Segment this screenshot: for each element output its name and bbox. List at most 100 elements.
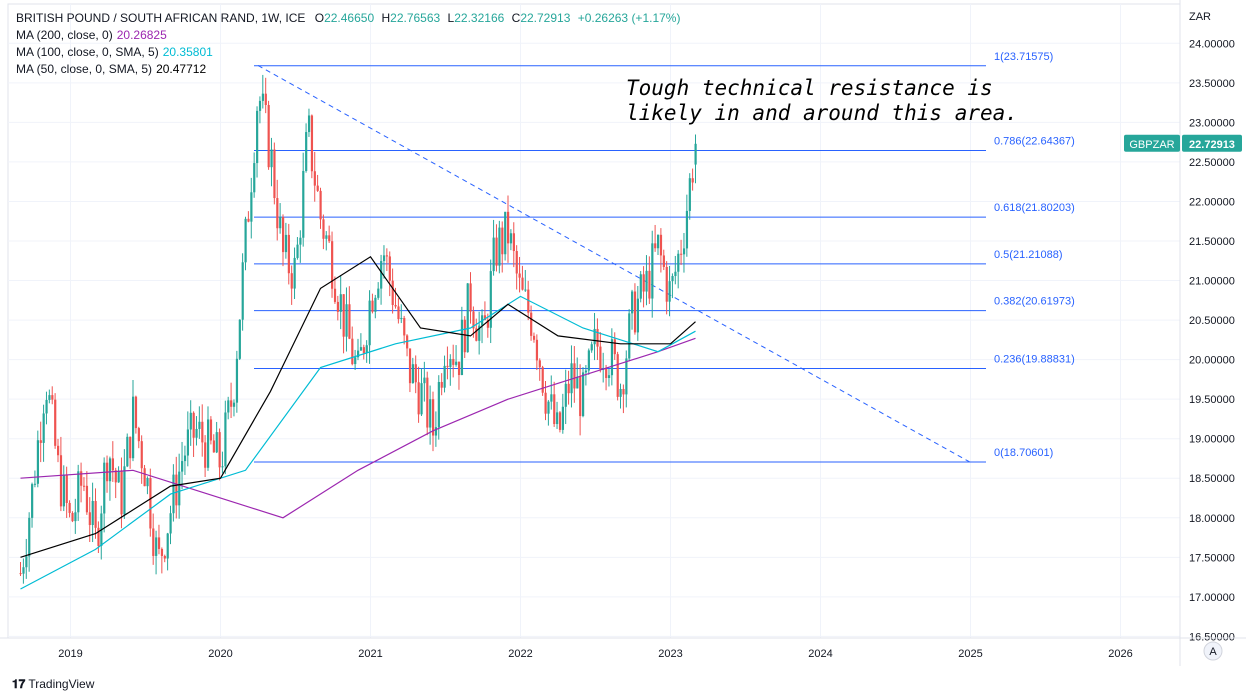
candle-body <box>590 344 593 351</box>
fib-level-label: 0.786(22.64367) <box>994 136 1075 148</box>
candle-body <box>258 100 262 111</box>
y-tick-label: 18.50000 <box>1189 473 1235 485</box>
candle-body <box>382 255 386 262</box>
y-tick-label: 19.00000 <box>1189 434 1235 446</box>
candle-body <box>221 466 224 468</box>
candle-body <box>132 396 135 459</box>
candle-body <box>607 375 611 379</box>
candle-body <box>365 345 368 354</box>
candle-body <box>218 432 221 468</box>
auto-scale-label: A <box>1209 646 1217 658</box>
ma100-legend[interactable]: MA (100, close, 0, SMA, 5) 20.35801 <box>16 45 213 59</box>
candle-body <box>495 237 498 266</box>
candle-body <box>143 468 146 487</box>
candle-body <box>457 361 461 376</box>
candle-body <box>39 440 42 443</box>
candle-body <box>224 412 227 467</box>
candle-body <box>296 244 299 258</box>
candle-body <box>293 257 296 289</box>
candle-body <box>181 461 184 472</box>
candle-body <box>310 115 314 172</box>
candle-body <box>339 294 342 312</box>
candle-body <box>547 401 550 414</box>
candle-body <box>567 383 570 394</box>
auto-scale-button <box>1203 641 1223 661</box>
candle-body <box>541 367 544 393</box>
candle-body <box>452 358 455 365</box>
y-tick-label: 21.50000 <box>1189 236 1235 248</box>
candle-body <box>155 537 158 556</box>
candle-body <box>544 392 547 414</box>
candle-body <box>584 370 588 373</box>
candle-body <box>302 170 305 238</box>
candle-body <box>166 533 169 559</box>
candle-body <box>22 567 25 574</box>
candle-body <box>146 478 149 487</box>
candle-body <box>619 388 622 397</box>
trend-line[interactable] <box>257 65 971 463</box>
y-tick-label: 22.50000 <box>1189 157 1235 169</box>
candle-body <box>605 368 608 379</box>
fib-level-label: 1(23.71575) <box>994 51 1053 63</box>
ma50-legend[interactable]: MA (50, close, 0, SMA, 5) 20.47712 <box>16 62 207 76</box>
candle-body <box>201 421 204 443</box>
candle-body <box>287 234 290 274</box>
candle-body <box>331 241 334 289</box>
candle-body <box>408 348 412 384</box>
x-tick-label: 2025 <box>958 648 982 660</box>
candle-body <box>556 412 559 425</box>
candle-body <box>426 377 429 428</box>
candle-body <box>195 428 198 438</box>
candle-body <box>111 458 115 471</box>
candle-body <box>524 289 527 291</box>
symbol-tag <box>1124 134 1180 152</box>
candle-body <box>336 301 340 312</box>
candle-body <box>123 466 126 515</box>
candle-body <box>429 399 432 428</box>
candle-body <box>137 428 140 442</box>
symbol-row: BRITISH POUND / SOUTH AFRICAN RAND, 1W, … <box>16 10 680 27</box>
candle-body <box>434 427 438 436</box>
candle-body <box>668 281 671 302</box>
x-tick-label: 2020 <box>208 648 232 660</box>
candle-body <box>71 512 74 522</box>
ma200-legend[interactable]: MA (200, close, 0) 20.26825 <box>16 28 167 42</box>
candle-body <box>172 474 175 514</box>
candle-body <box>316 185 319 191</box>
price-tag-label: 22.72913 <box>1189 139 1235 151</box>
candle-body <box>420 383 423 415</box>
candle-body <box>449 358 452 368</box>
candle-body <box>276 198 279 229</box>
candle-body <box>504 211 507 255</box>
candle-body <box>371 300 374 312</box>
price-tag <box>1182 134 1242 152</box>
candle-body <box>587 350 590 371</box>
candle-body <box>134 396 138 429</box>
candle-body <box>596 328 599 347</box>
candle-body <box>515 251 518 274</box>
y-tick-label: 19.50000 <box>1189 394 1235 406</box>
candle-body <box>582 372 585 417</box>
ohlc-low: L22.32166 <box>447 11 505 25</box>
candle-body <box>313 171 316 186</box>
candle-body <box>558 412 562 430</box>
candle-body <box>241 262 244 320</box>
tradingview-branding[interactable]: 𝟏𝟕 TradingView <box>12 677 94 692</box>
candle-body <box>651 243 654 299</box>
candle-body <box>553 394 556 425</box>
candle-body <box>472 311 475 329</box>
candle-body <box>579 376 582 417</box>
candle-body <box>483 315 487 321</box>
candle-body <box>527 289 530 313</box>
candle-body <box>103 462 106 514</box>
candle-body <box>625 358 628 395</box>
x-tick-label: 2019 <box>58 648 82 660</box>
y-tick-label: 24.00000 <box>1189 38 1235 50</box>
candle-body <box>33 483 37 485</box>
candle-body <box>486 320 490 328</box>
candle-body <box>19 573 22 575</box>
candle-body <box>642 274 645 292</box>
candle-body <box>120 471 123 515</box>
candle-body <box>478 325 481 341</box>
